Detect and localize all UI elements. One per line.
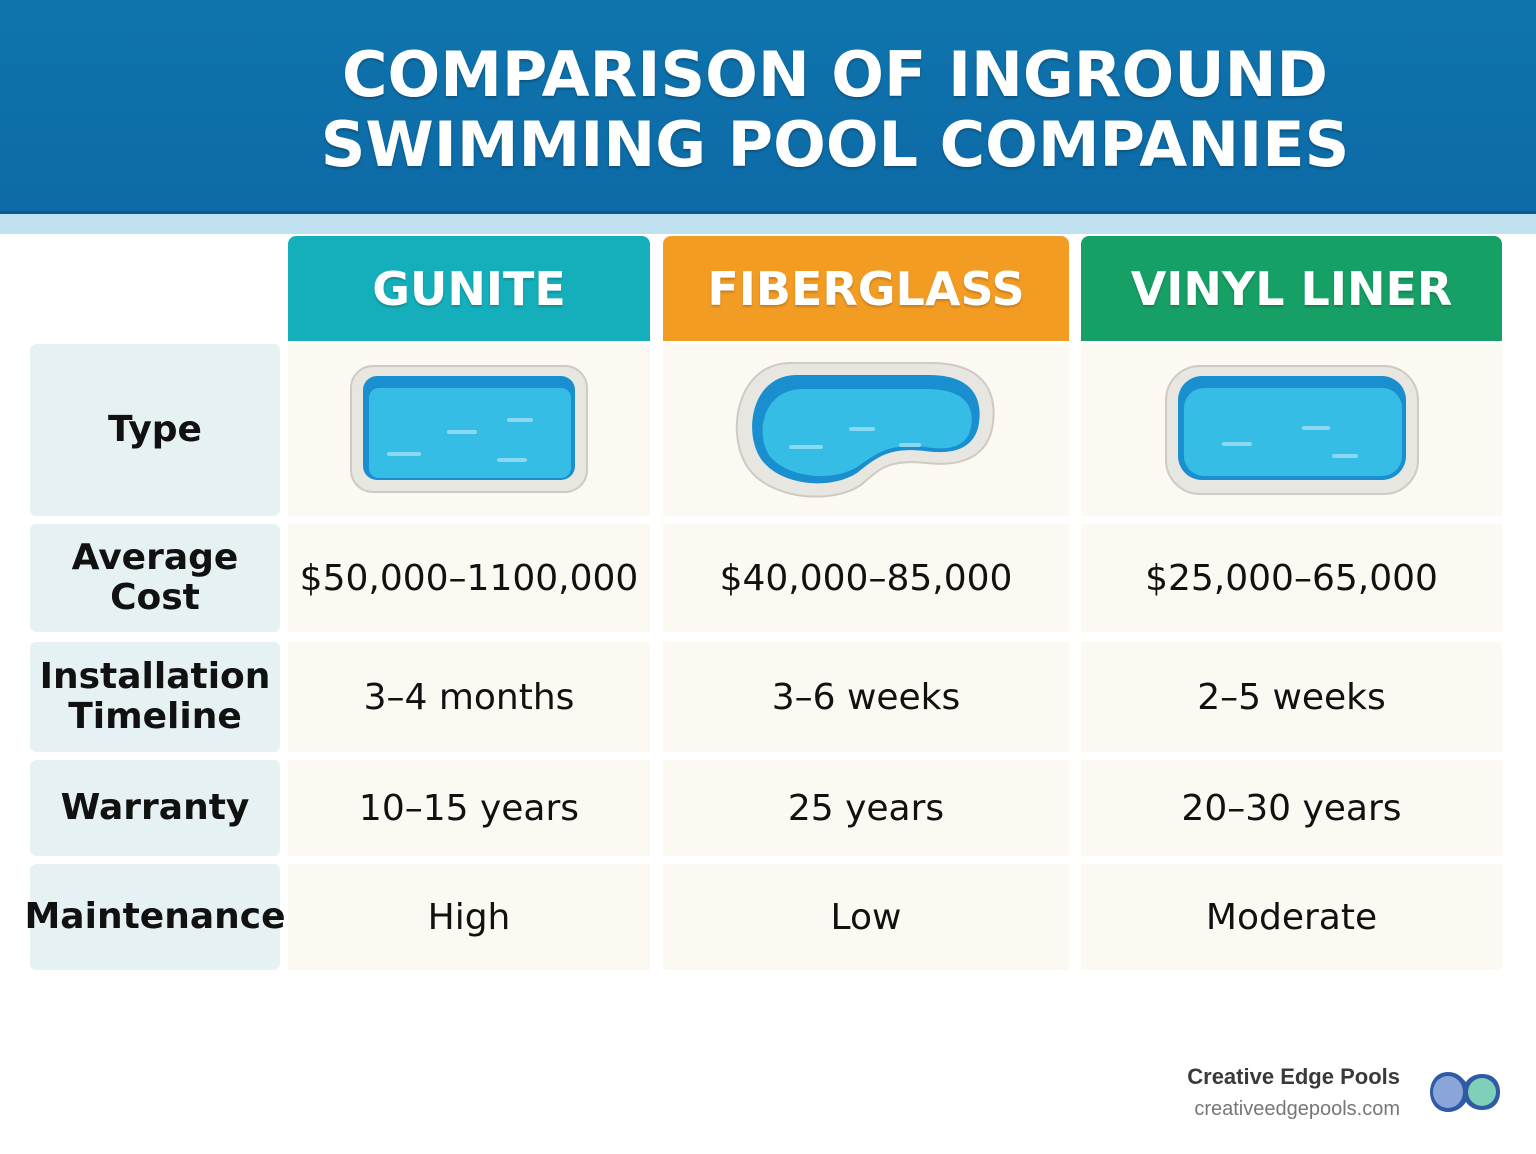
- type-cell-fiberglass: [663, 344, 1069, 516]
- rectangular-pool-icon: [350, 365, 588, 493]
- brand-logo-icon: [1430, 1072, 1500, 1112]
- timeline-cell-vinyl-liner: 2–5 weeks: [1081, 642, 1502, 752]
- maintenance-cell-gunite: High: [288, 864, 650, 970]
- row-label-average-cost: Average Cost: [30, 524, 280, 632]
- row-label-maintenance: Maintenance: [24, 864, 286, 970]
- row-label-type: Type: [30, 344, 280, 516]
- page-title: COMPARISON OF INGROUND SWIMMING POOL COM…: [320, 38, 1350, 181]
- warranty-cell-gunite: 10–15 years: [288, 760, 650, 856]
- row-label-installation-timeline: Installation Timeline: [30, 642, 280, 752]
- timeline-cell-gunite: 3–4 months: [288, 642, 650, 752]
- column-header-vinyl-liner: VINYL LINER: [1081, 236, 1502, 341]
- maintenance-cell-vinyl-liner: Moderate: [1081, 864, 1502, 970]
- warranty-cell-fiberglass: 25 years: [663, 760, 1069, 856]
- timeline-cell-fiberglass: 3–6 weeks: [663, 642, 1069, 752]
- cost-cell-fiberglass: $40,000–85,000: [663, 524, 1069, 632]
- brand-name: Creative Edge Pools: [1187, 1064, 1400, 1089]
- type-cell-vinyl-liner: [1081, 344, 1502, 516]
- row-label-warranty: Warranty: [30, 760, 280, 856]
- maintenance-cell-fiberglass: Low: [663, 864, 1069, 970]
- title-banner: [0, 0, 1536, 214]
- kidney-pool-icon: [735, 362, 995, 498]
- warranty-cell-vinyl-liner: 20–30 years: [1081, 760, 1502, 856]
- cost-cell-gunite: $50,000–1100,000: [288, 524, 650, 632]
- brand-url[interactable]: creativeedgepools.com: [1194, 1098, 1400, 1120]
- column-header-gunite: GUNITE: [288, 236, 650, 341]
- rounded-rectangle-pool-icon: [1164, 365, 1419, 495]
- banner-strip: [0, 214, 1536, 234]
- type-cell-gunite: [288, 344, 650, 516]
- column-header-fiberglass: FIBERGLASS: [663, 236, 1069, 341]
- cost-cell-vinyl-liner: $25,000–65,000: [1081, 524, 1502, 632]
